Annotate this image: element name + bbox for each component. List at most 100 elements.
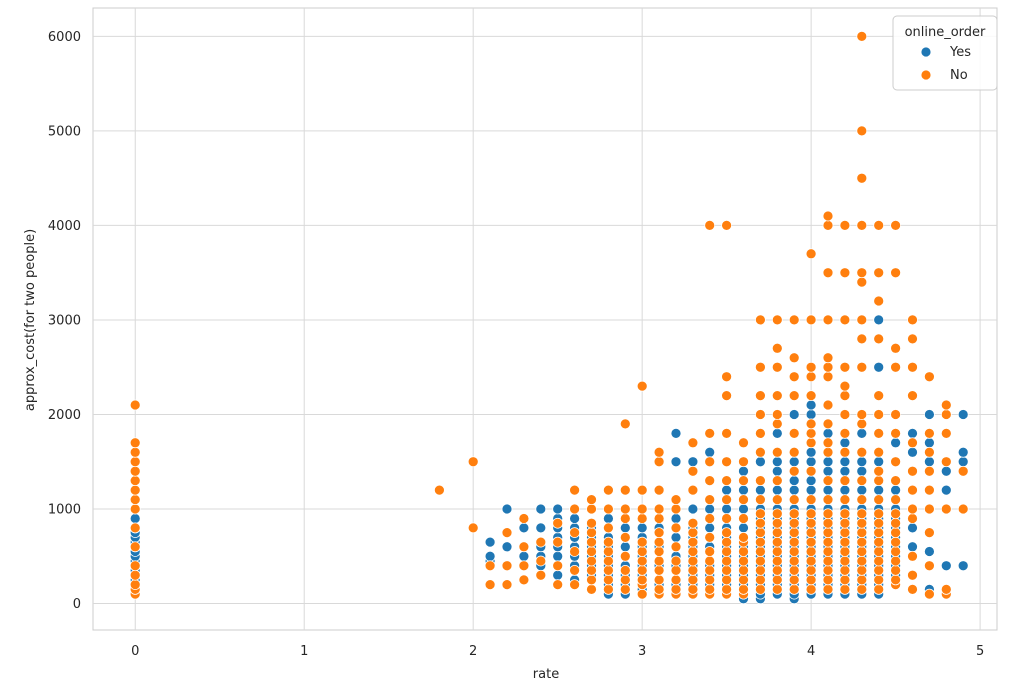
data-point-yes bbox=[805, 484, 817, 496]
data-point-no bbox=[873, 584, 885, 595]
data-point-no bbox=[636, 513, 648, 524]
data-point-no bbox=[619, 513, 631, 524]
y-tick-label: 2000 bbox=[48, 408, 81, 423]
data-point-no bbox=[434, 484, 445, 496]
data-point-no bbox=[484, 560, 496, 572]
data-point-no bbox=[924, 371, 935, 383]
data-point-no bbox=[552, 517, 564, 529]
data-point-no bbox=[636, 565, 648, 576]
data-point-yes bbox=[501, 503, 513, 515]
data-point-no bbox=[788, 352, 800, 364]
data-point-no bbox=[873, 494, 885, 505]
data-point-no bbox=[129, 399, 141, 411]
data-point-no bbox=[839, 475, 851, 486]
data-point-no bbox=[907, 550, 918, 562]
data-point-no bbox=[924, 560, 935, 572]
data-point-no bbox=[890, 494, 901, 505]
data-point-no bbox=[738, 513, 749, 524]
data-point-yes bbox=[518, 522, 530, 534]
data-point-yes bbox=[839, 484, 851, 496]
data-point-no bbox=[586, 527, 597, 538]
data-point-no bbox=[924, 588, 935, 600]
data-point-no bbox=[822, 527, 834, 538]
data-point-no bbox=[755, 428, 766, 439]
data-point-yes bbox=[805, 399, 817, 411]
data-point-yes bbox=[738, 522, 749, 534]
data-point-yes bbox=[704, 446, 716, 458]
x-tick-label: 3 bbox=[638, 644, 646, 659]
data-point-no bbox=[636, 380, 648, 392]
data-points bbox=[129, 31, 969, 605]
data-point-no bbox=[890, 565, 901, 576]
data-point-no bbox=[586, 494, 597, 505]
data-point-no bbox=[653, 484, 665, 496]
data-point-no bbox=[603, 574, 614, 586]
y-tick-label: 4000 bbox=[48, 219, 81, 234]
data-point-no bbox=[670, 584, 682, 595]
data-point-no bbox=[805, 465, 817, 477]
data-point-yes bbox=[822, 484, 834, 496]
data-point-yes bbox=[670, 428, 682, 439]
data-point-no bbox=[822, 475, 834, 486]
data-point-no bbox=[788, 527, 800, 538]
data-point-yes bbox=[907, 446, 918, 458]
data-point-yes bbox=[940, 484, 952, 496]
data-point-no bbox=[788, 536, 800, 548]
data-point-no bbox=[552, 560, 564, 572]
data-point-no bbox=[721, 428, 732, 439]
data-point-no bbox=[805, 428, 817, 439]
data-point-no bbox=[755, 446, 766, 458]
data-point-no bbox=[873, 574, 885, 586]
legend-label-no: No bbox=[950, 68, 968, 83]
data-point-no bbox=[873, 546, 885, 557]
data-point-no bbox=[856, 314, 868, 326]
data-point-no bbox=[755, 546, 766, 557]
data-point-no bbox=[940, 503, 952, 515]
data-point-no bbox=[839, 555, 851, 567]
data-point-no bbox=[653, 574, 665, 586]
data-point-no bbox=[704, 565, 716, 576]
data-point-no bbox=[586, 536, 597, 548]
data-point-no bbox=[822, 508, 834, 520]
data-point-no bbox=[890, 361, 901, 373]
data-point-no bbox=[839, 565, 851, 576]
data-point-no bbox=[788, 584, 800, 595]
data-point-no bbox=[839, 508, 851, 520]
data-point-no bbox=[771, 475, 783, 486]
data-point-no bbox=[907, 314, 918, 326]
data-point-no bbox=[873, 536, 885, 548]
y-tick-label: 6000 bbox=[48, 30, 81, 45]
data-point-no bbox=[788, 428, 800, 439]
data-point-no bbox=[738, 574, 749, 586]
data-point-no bbox=[569, 579, 580, 590]
data-point-no bbox=[484, 579, 496, 590]
data-point-no bbox=[890, 475, 901, 486]
data-point-no bbox=[687, 484, 699, 496]
data-point-no bbox=[940, 409, 952, 420]
data-point-no bbox=[822, 446, 834, 458]
data-point-yes bbox=[907, 522, 918, 534]
data-point-no bbox=[873, 527, 885, 538]
data-point-no bbox=[619, 574, 631, 586]
data-point-no bbox=[670, 555, 682, 567]
data-point-no bbox=[687, 437, 699, 449]
data-point-no bbox=[805, 314, 817, 326]
data-point-yes bbox=[670, 532, 682, 543]
data-point-no bbox=[856, 517, 868, 529]
data-point-no bbox=[721, 527, 732, 538]
data-point-no bbox=[738, 456, 749, 468]
data-point-no bbox=[619, 532, 631, 543]
data-point-no bbox=[805, 527, 817, 538]
data-point-yes bbox=[957, 456, 969, 468]
data-point-no bbox=[603, 584, 614, 595]
data-point-yes bbox=[788, 456, 800, 468]
data-point-no bbox=[704, 513, 716, 524]
data-point-no bbox=[603, 565, 614, 576]
data-point-no bbox=[636, 588, 648, 600]
x-tick-label: 0 bbox=[131, 644, 139, 659]
legend-marker-yes bbox=[920, 46, 932, 58]
data-point-no bbox=[586, 503, 597, 515]
data-point-yes bbox=[873, 314, 885, 326]
data-point-no bbox=[755, 508, 766, 520]
